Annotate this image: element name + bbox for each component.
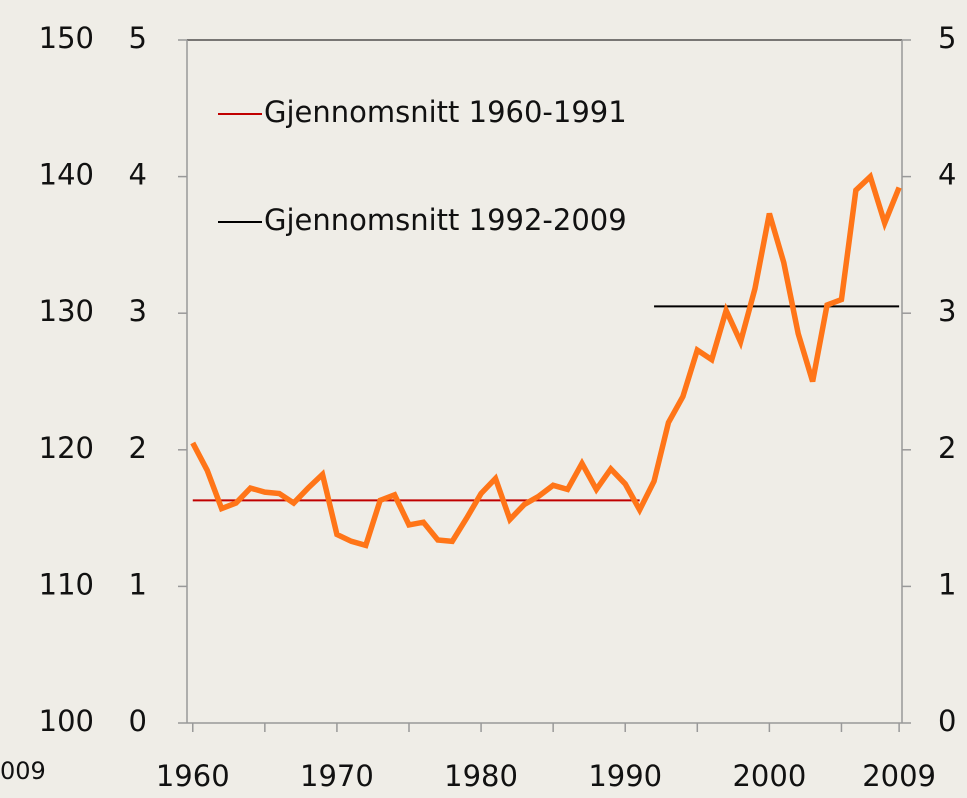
y2-tick-label: 4 xyxy=(938,158,956,192)
x-tick-label: 1990 xyxy=(588,759,662,793)
y-tick-label: 4 xyxy=(129,158,147,192)
y-tick-label: 2 xyxy=(129,431,147,465)
x-tick-label: 1970 xyxy=(300,759,374,793)
neighbor-x-tick-label: 009 xyxy=(0,757,46,785)
x-tick-label: 2009 xyxy=(862,759,936,793)
neighbor-y-tick-label: 150 xyxy=(39,21,94,55)
y2-tick-label: 1 xyxy=(938,567,956,601)
legend-label: Gjennomsnitt 1992-2009 xyxy=(264,203,627,237)
neighbor-y-tick-label: 130 xyxy=(39,294,94,328)
y2-tick-label: 2 xyxy=(938,431,956,465)
y2-tick-label: 0 xyxy=(938,704,956,738)
neighbor-y-tick-label: 110 xyxy=(39,567,94,601)
legend-label: Gjennomsnitt 1960-1991 xyxy=(264,95,627,129)
neighbor-y-tick-label: 100 xyxy=(39,704,94,738)
x-tick-label: 1960 xyxy=(156,759,230,793)
y-tick-label: 5 xyxy=(129,21,147,55)
neighbor-y-tick-label: 120 xyxy=(39,431,94,465)
y-tick-label: 1 xyxy=(129,567,147,601)
x-tick-label: 2000 xyxy=(732,759,806,793)
x-tick-label: 1980 xyxy=(444,759,518,793)
neighbor-y-tick-label: 140 xyxy=(39,158,94,192)
y2-tick-label: 5 xyxy=(938,21,956,55)
y2-tick-label: 3 xyxy=(938,294,956,328)
y-tick-label: 3 xyxy=(129,294,147,328)
data-line xyxy=(190,171,902,549)
y-tick-label: 0 xyxy=(129,704,147,738)
